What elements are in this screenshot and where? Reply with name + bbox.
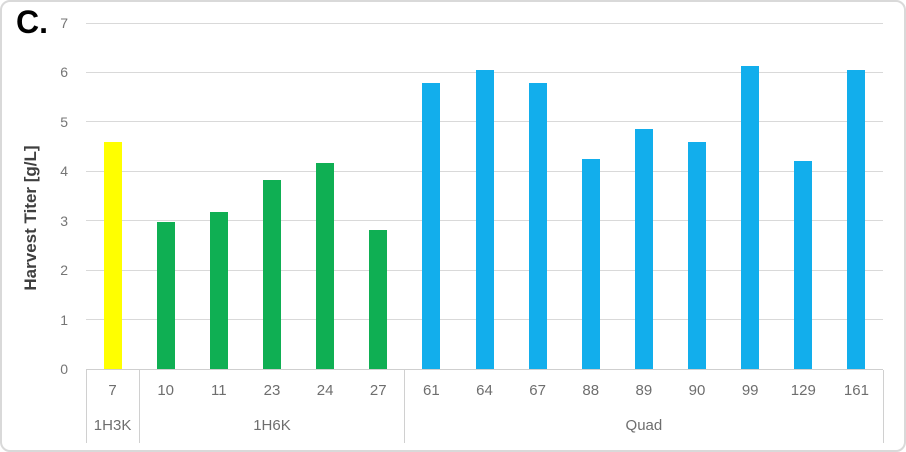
y-tick-label: 1 [60,311,68,328]
y-tick-label: 7 [60,15,68,31]
category-label: 67 [529,382,546,399]
y-tick-label: 3 [60,212,68,229]
bar [369,229,388,369]
category-label: 11 [211,382,227,399]
group-separator [404,370,406,443]
category-label: 129 [790,382,816,399]
category-label: 161 [843,382,869,399]
category-label: 64 [476,382,493,399]
gridline [86,22,883,24]
y-tick-label: 4 [60,163,68,180]
category-label: 10 [157,382,175,399]
group-separator [85,370,87,443]
bar [475,69,494,369]
category-label: 61 [423,382,440,399]
y-tick-label: 0 [60,361,68,377]
bar [103,141,122,369]
bar [262,180,281,369]
bar [422,83,441,369]
group-separator [882,370,884,443]
group-label: Quad [625,417,663,434]
bar [688,142,707,369]
category-label: 88 [582,382,600,399]
category-label: 7 [108,382,117,399]
bar [528,83,547,369]
bar [581,159,600,369]
y-tick-label: 2 [60,262,68,279]
y-tick-label: 6 [60,64,68,81]
bar [847,70,866,369]
category-label: 27 [369,382,387,399]
x-axis-line [86,369,883,370]
bar [634,129,653,369]
group-separator [138,370,140,443]
bar [156,222,175,369]
bar [741,66,760,369]
category-label: 99 [741,382,759,399]
category-label: 89 [635,382,653,399]
y-tick-label: 5 [60,113,68,130]
category-label: 23 [263,382,281,399]
bar [209,211,228,369]
bar [316,162,335,369]
bar [794,161,813,369]
category-label: 90 [688,382,706,399]
category-label: 24 [316,382,334,399]
panel-label: C. [16,4,48,40]
group-label: 1H3K [93,417,132,434]
group-label: 1H6K [253,417,291,434]
